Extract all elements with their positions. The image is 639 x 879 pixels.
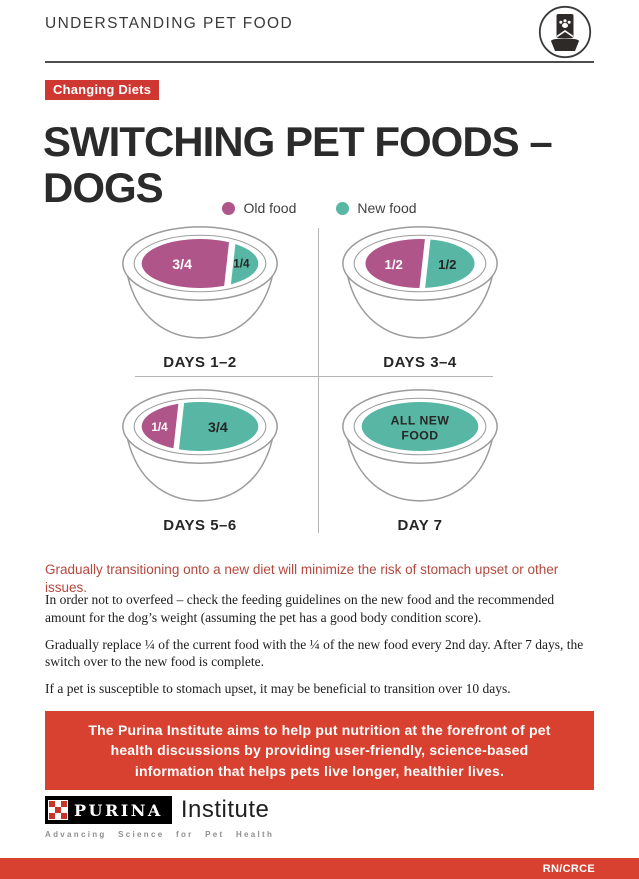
bowl-cell-days-1-2: 3/4 1/4 DAYS 1–2 xyxy=(90,224,310,371)
bowl-rim-inner xyxy=(353,397,487,456)
bowl-days-5-6: 1/4 3/4 xyxy=(122,389,278,502)
footer-bar: RN/CRCE xyxy=(0,858,639,879)
legend-old-label: Old food xyxy=(243,200,297,216)
callout-box: The Purina Institute aims to help put nu… xyxy=(45,711,594,790)
diagram-vertical-divider xyxy=(318,228,319,533)
bowl-body xyxy=(346,275,494,339)
old-food-dot-icon xyxy=(222,201,236,215)
legend-item-new-food: New food xyxy=(336,200,417,216)
all-new-food-label-line2: FOOD xyxy=(401,429,438,443)
bowl-day-7: ALL NEW FOOD xyxy=(342,389,498,502)
bowl-days-1-2: 3/4 1/4 xyxy=(122,226,278,339)
bowl-body xyxy=(126,275,274,339)
new-food-dot-icon xyxy=(336,201,350,215)
bowl-days-3-4: 1/2 1/2 xyxy=(342,226,498,339)
purina-logo-box: PURINA xyxy=(45,796,172,824)
body-paragraph-2: Gradually replace ¼ of the current food … xyxy=(45,636,584,670)
diagram-horizontal-divider xyxy=(135,376,493,377)
bowl-caption: DAYS 1–2 xyxy=(163,354,237,371)
bowl-cell-days-3-4: 1/2 1/2 DAYS 3–4 xyxy=(310,224,530,371)
purina-wordmark: PURINA xyxy=(74,800,163,820)
bowl-caption: DAYS 5–6 xyxy=(163,517,237,534)
new-fraction-label: 3/4 xyxy=(208,419,228,435)
bowl-caption: DAY 7 xyxy=(397,517,443,534)
new-fraction-label: 1/4 xyxy=(233,257,250,270)
body-paragraph-1: In order not to overfeed – check the fee… xyxy=(45,592,555,625)
lead-sentence: Gradually transitioning onto a new diet … xyxy=(45,562,559,596)
category-badge: Changing Diets xyxy=(45,80,160,100)
header-title: UNDERSTANDING PET FOOD xyxy=(45,15,294,32)
footer-code: RN/CRCE xyxy=(542,862,595,875)
old-fraction-label: 1/4 xyxy=(151,421,168,434)
old-fraction-label: 3/4 xyxy=(172,256,192,272)
header-divider xyxy=(45,61,594,63)
old-fraction-label: 1/2 xyxy=(385,257,403,272)
old-food-segment xyxy=(365,239,427,288)
transition-diagram: 3/4 1/4 DAYS 1–2 1/2 1/2 DAYS 3–4 xyxy=(90,224,530,534)
bowl-cell-days-5-6: 1/4 3/4 DAYS 5–6 xyxy=(90,387,310,534)
legend-new-label: New food xyxy=(357,200,417,216)
logo-tagline: Advancing Science for Pet Health xyxy=(45,830,275,839)
body-text: In order not to overfeed – check the fee… xyxy=(45,591,594,707)
old-food-segment xyxy=(141,402,181,451)
bowl-caption: DAYS 3–4 xyxy=(383,354,457,371)
legend: Old food New food xyxy=(0,200,639,216)
bowl-rim-inner xyxy=(133,397,267,456)
purina-institute-logo: PURINA Institute Advancing Science for P… xyxy=(45,796,274,839)
purina-checkerboard-icon xyxy=(48,800,68,820)
pet-food-bag-and-bowl-icon xyxy=(538,5,592,59)
bowl-rim-inner xyxy=(133,234,267,293)
bowl-rim-inner xyxy=(353,234,487,293)
body-paragraph-3: If a pet is susceptible to stomach upset… xyxy=(45,681,511,697)
page-title: SWITCHING PET FOODS – DOGS xyxy=(43,118,553,212)
new-food-segment xyxy=(361,402,479,451)
legend-item-old-food: Old food xyxy=(222,200,296,216)
bowl-body xyxy=(126,438,274,502)
new-food-segment xyxy=(171,402,259,451)
institute-wordmark: Institute xyxy=(180,796,270,823)
all-new-food-label-line1: ALL NEW xyxy=(391,414,450,428)
bowl-body xyxy=(346,438,494,502)
new-fraction-label: 1/2 xyxy=(438,257,456,272)
bowl-cell-day-7: ALL NEW FOOD DAY 7 xyxy=(310,387,530,534)
